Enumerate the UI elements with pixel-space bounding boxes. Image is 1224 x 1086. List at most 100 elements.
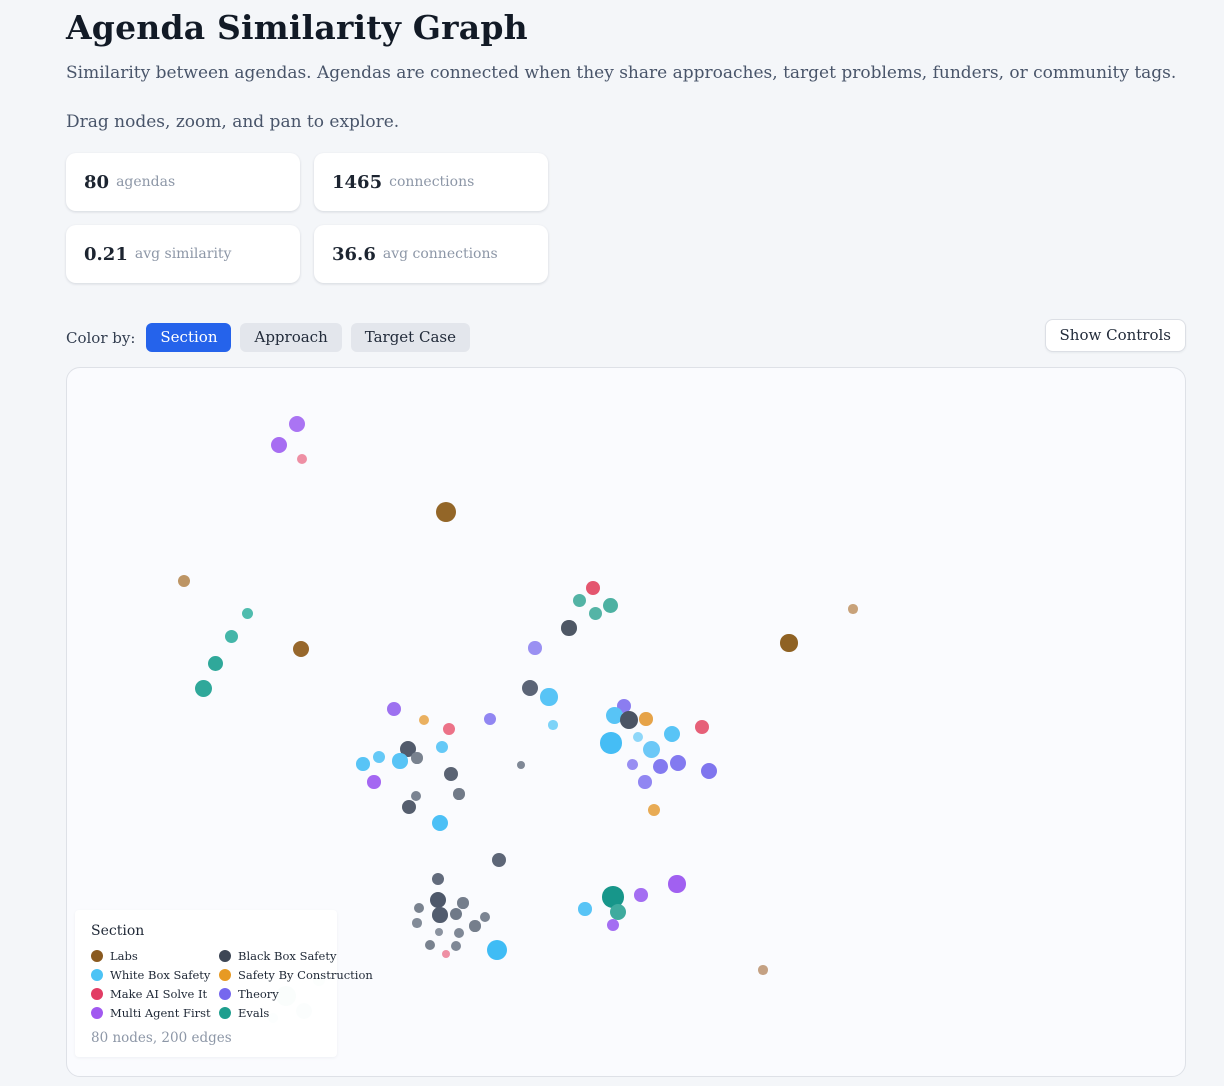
graph-node[interactable]: [633, 732, 643, 742]
graph-node[interactable]: [619, 710, 639, 730]
graph-node[interactable]: [639, 712, 653, 726]
graph-node[interactable]: [367, 775, 381, 789]
graph-node[interactable]: [588, 606, 602, 620]
graph-node[interactable]: [758, 965, 768, 975]
graph-node[interactable]: [436, 502, 456, 522]
graph-node[interactable]: [450, 908, 462, 920]
graph-node[interactable]: [432, 815, 448, 831]
graph-node[interactable]: [432, 907, 448, 923]
graph-node[interactable]: [516, 760, 526, 770]
graph-node[interactable]: [442, 722, 456, 736]
graph-node[interactable]: [522, 680, 538, 696]
stat-label: agendas: [116, 174, 176, 190]
graph-node[interactable]: [431, 872, 445, 886]
color-by-button-section[interactable]: Section: [146, 323, 232, 352]
page-title: Agenda Similarity Graph: [66, 8, 528, 47]
legend-item-label: Theory: [238, 987, 279, 1001]
color-by-button-target-case[interactable]: Target Case: [350, 323, 470, 352]
graph-node[interactable]: [411, 752, 423, 764]
graph-node[interactable]: [413, 902, 425, 914]
graph-node[interactable]: [605, 706, 623, 724]
graph-node[interactable]: [418, 714, 430, 726]
graph-node[interactable]: [700, 762, 718, 780]
legend-color-dot: [91, 1007, 103, 1019]
graph-node[interactable]: [224, 629, 238, 643]
graph-node[interactable]: [424, 939, 436, 951]
graph-node[interactable]: [540, 688, 558, 706]
graph-node[interactable]: [372, 750, 386, 764]
legend-color-dot: [219, 969, 231, 981]
graph-node[interactable]: [271, 437, 287, 453]
graph-node[interactable]: [848, 604, 858, 614]
graph-node[interactable]: [443, 766, 459, 782]
legend-color-dot: [91, 988, 103, 1000]
graph-node[interactable]: [647, 803, 661, 817]
graph-node[interactable]: [207, 655, 223, 671]
legend-item-label: Multi Agent First: [110, 1006, 211, 1020]
graph-node[interactable]: [610, 904, 626, 920]
show-controls-button[interactable]: Show Controls: [1044, 319, 1186, 352]
color-by-button-approach[interactable]: Approach: [240, 323, 342, 352]
graph-node[interactable]: [602, 597, 618, 613]
legend-item-label: Evals: [238, 1006, 270, 1020]
graph-node[interactable]: [528, 641, 542, 655]
graph-node[interactable]: [572, 593, 586, 607]
graph-node[interactable]: [410, 790, 422, 802]
graph-node[interactable]: [484, 713, 496, 725]
legend-item: White Box Safety: [91, 968, 219, 982]
graph-node[interactable]: [412, 918, 422, 928]
stat-card-avg-connections: 36.6 avg connections: [314, 225, 548, 283]
graph-node[interactable]: [392, 753, 408, 769]
graph-node[interactable]: [492, 853, 506, 867]
graph-node[interactable]: [600, 732, 622, 754]
stat-label: connections: [389, 174, 475, 190]
stat-value: 0.21: [84, 243, 128, 265]
graph-node[interactable]: [289, 416, 305, 432]
graph-node[interactable]: [607, 919, 619, 931]
legend-color-dot: [91, 969, 103, 981]
graph-node[interactable]: [453, 788, 465, 800]
graph-node[interactable]: [241, 607, 253, 619]
graph-node[interactable]: [441, 949, 451, 959]
graph-node[interactable]: [454, 928, 464, 938]
graph-canvas[interactable]: Section Labs Black Box Safety White Box Sa…: [66, 367, 1186, 1077]
graph-node[interactable]: [356, 757, 370, 771]
graph-node[interactable]: [386, 701, 402, 717]
graph-node[interactable]: [670, 755, 686, 771]
graph-node[interactable]: [487, 940, 507, 960]
graph-node[interactable]: [194, 679, 212, 697]
graph-node[interactable]: [178, 575, 190, 587]
graph-node[interactable]: [638, 775, 652, 789]
graph-node[interactable]: [469, 920, 481, 932]
graph-node[interactable]: [642, 740, 660, 758]
graph-node[interactable]: [634, 888, 648, 902]
graph-node[interactable]: [668, 875, 686, 893]
graph-node[interactable]: [694, 719, 710, 735]
graph-node[interactable]: [434, 927, 444, 937]
graph-node[interactable]: [664, 726, 680, 742]
graph-node[interactable]: [479, 911, 491, 923]
graph-node[interactable]: [652, 758, 668, 774]
stat-label: avg similarity: [134, 246, 232, 262]
legend-item: Evals: [219, 1006, 373, 1020]
graph-node[interactable]: [602, 886, 624, 908]
graph-node[interactable]: [436, 741, 448, 753]
graph-node[interactable]: [626, 758, 638, 770]
color-by-label: Color by:: [66, 328, 136, 347]
graph-node[interactable]: [561, 620, 577, 636]
graph-node[interactable]: [586, 581, 600, 595]
graph-node[interactable]: [402, 800, 416, 814]
legend-item-label: White Box Safety: [110, 968, 211, 982]
graph-node[interactable]: [451, 941, 461, 951]
graph-node[interactable]: [780, 634, 798, 652]
legend-item: Theory: [219, 987, 373, 1001]
graph-node[interactable]: [578, 902, 592, 916]
graph-node[interactable]: [457, 897, 469, 909]
legend-item-label: Labs: [110, 949, 138, 963]
graph-node[interactable]: [548, 720, 558, 730]
stat-value: 1465: [332, 171, 383, 193]
graph-node[interactable]: [297, 454, 307, 464]
graph-node[interactable]: [293, 641, 309, 657]
graph-node[interactable]: [430, 892, 446, 908]
